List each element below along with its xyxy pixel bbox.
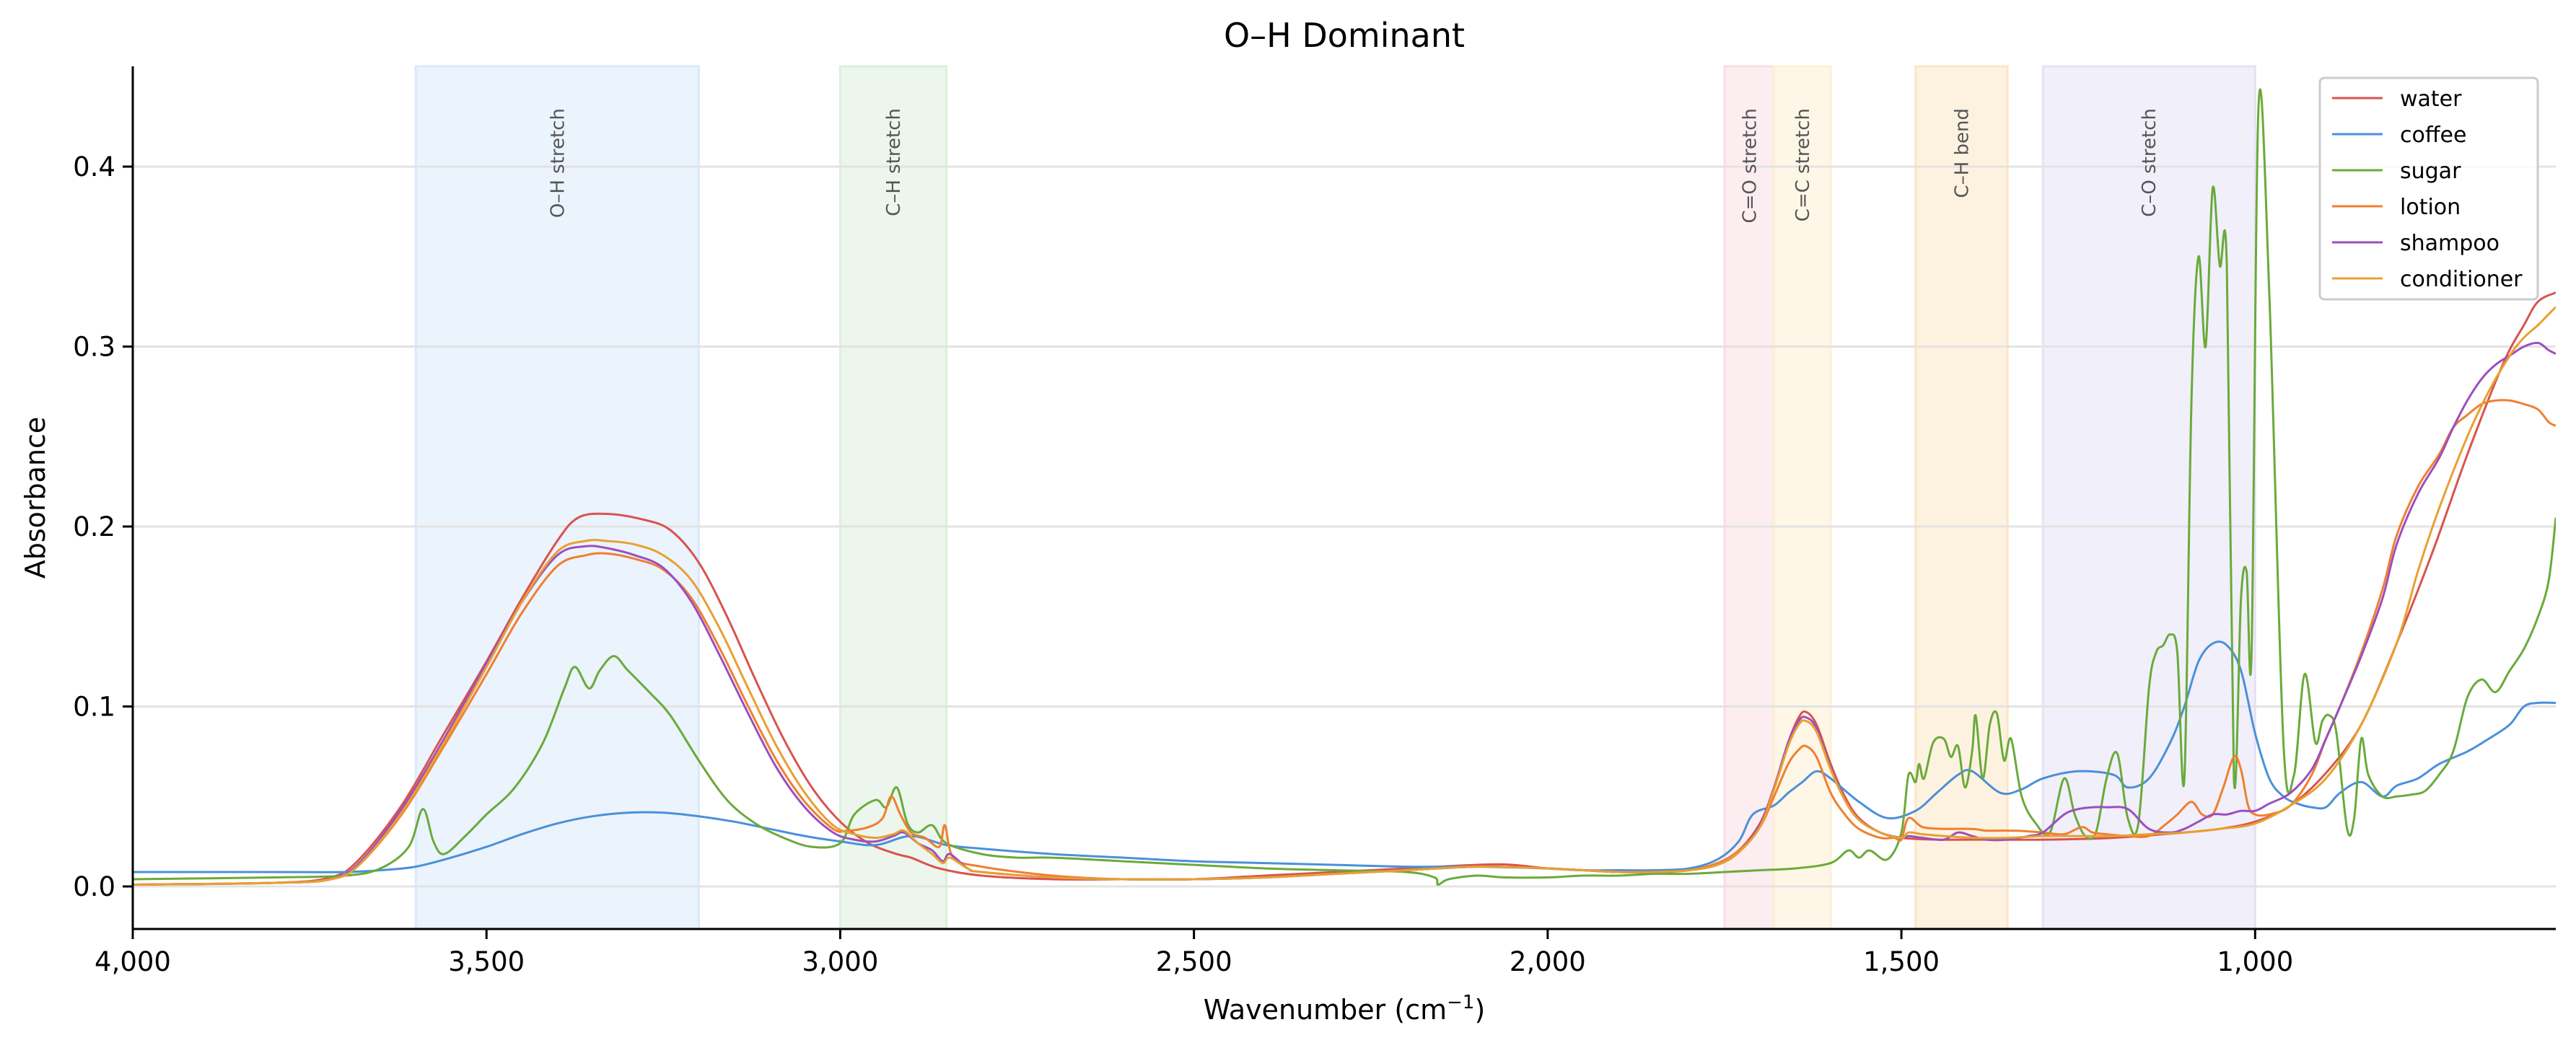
legend-item-lotion: lotion [2332,195,2461,220]
y-tick-label: 0.4 [73,151,115,182]
band-labels: O–H stretch C–H stretch C=O stretch C=C str… [547,108,2160,224]
x-tick-label: 4,000 [95,946,171,977]
legend-item-water: water [2332,87,2462,112]
legend: water coffee sugar lotion shampoo conditioner [2318,76,2539,301]
x-axis-label-close: ) [1474,994,1485,1026]
band-label: C–H bend [1951,108,1973,198]
legend-label: lotion [2400,195,2461,220]
x-tick-label: 2,000 [1510,946,1586,977]
axes [131,66,2556,930]
band-regions [414,65,2256,930]
band-label: O–H stretch [547,108,569,218]
x-tick-label: 1,000 [2217,946,2293,977]
y-tick-label: 0.3 [73,332,115,363]
band-region [838,65,948,930]
band-label: C–H stretch [883,108,905,216]
legend-item-conditioner: conditioner [2332,267,2523,292]
y-tick-label: 0.2 [73,511,115,542]
band-region [414,65,700,930]
legend-label: coffee [2400,123,2466,148]
spectra-lines [133,88,2556,886]
legend-item-shampoo: shampoo [2332,231,2500,256]
x-axis-label-base: Wavenumber (cm [1204,994,1447,1026]
series-line-conditioner [133,306,2556,886]
legend-label: conditioner [2400,267,2523,292]
y-tick-label: 0.1 [73,692,115,723]
band-region [1914,65,2009,930]
x-axis-label: Wavenumber (cm−1) [1204,992,1486,1026]
band-region [1773,65,1832,930]
y-tick-label: 0.0 [73,871,115,902]
band-region [2041,65,2256,930]
legend-items: water coffee sugar lotion shampoo conditioner [2332,87,2523,292]
legend-item-coffee: coffee [2332,123,2466,148]
legend-item-sugar: sugar [2332,159,2461,184]
series-line-shampoo [133,341,2556,886]
y-axis-label: Absorbance [19,417,51,579]
y-ticks: 0.0 0.1 0.2 0.3 0.4 [73,151,133,902]
legend-label: shampoo [2400,231,2500,256]
band-label: C=O stretch [1739,108,1761,224]
band-label: C–O stretch [2139,108,2160,217]
x-tick-label: 3,500 [448,946,525,977]
x-tick-label: 2,500 [1156,946,1232,977]
chart-title: O–H Dominant [1224,16,1465,55]
series-line-sugar [133,88,2556,886]
legend-label: water [2400,87,2462,112]
x-ticks: 4,000 3,500 3,000 2,500 2,000 1,500 1,000 [95,929,2293,977]
legend-label: sugar [2400,159,2461,184]
x-tick-label: 3,000 [802,946,878,977]
x-axis-label-sup: −1 [1447,992,1474,1013]
x-tick-label: 1,500 [1863,946,1940,977]
series-line-lotion [133,399,2556,886]
y-gridlines [133,165,2556,888]
band-label: C=C stretch [1792,108,1814,221]
series-line-coffee [133,640,2556,873]
